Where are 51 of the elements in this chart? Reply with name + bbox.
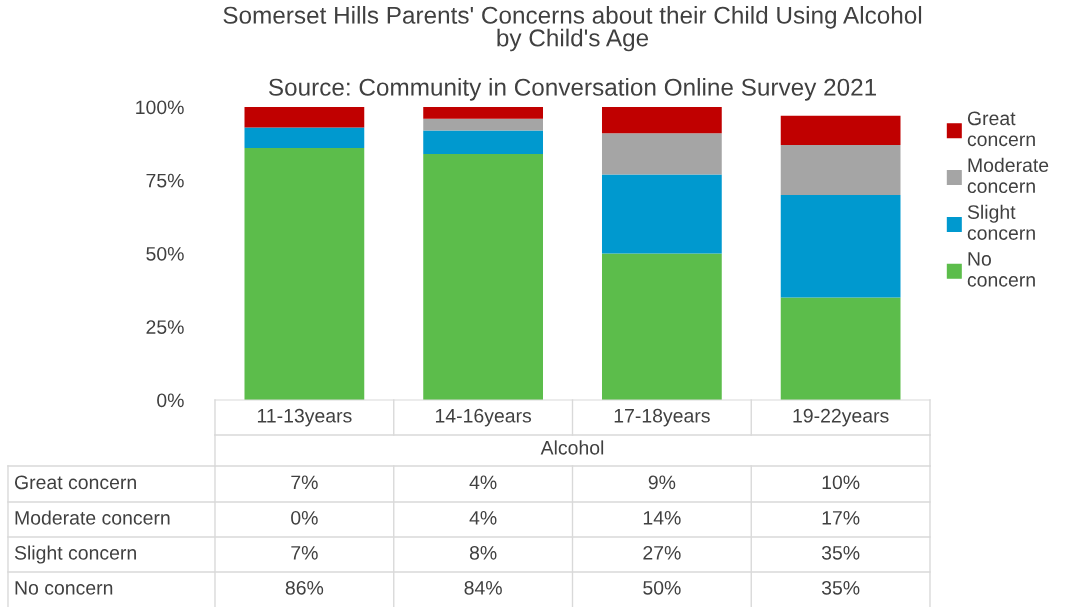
- data-label: 7%: [291, 475, 318, 490]
- bar: [780, 297, 901, 400]
- data-label: 27%: [643, 545, 681, 560]
- x-tick-label: 17-18years: [614, 408, 710, 427]
- data-label: 86%: [285, 580, 324, 595]
- bar: [780, 145, 901, 195]
- data-label: 35%: [821, 580, 860, 595]
- x-tick-label: 11-13years: [257, 408, 352, 427]
- bar: [780, 194, 901, 298]
- data-label: 4%: [469, 511, 497, 525]
- y-tick-label: 50%: [146, 246, 184, 261]
- bar: [601, 133, 722, 175]
- legend-label: Slight concern: [967, 204, 1035, 240]
- data-label: 8%: [469, 545, 497, 560]
- data-label: 4%: [469, 475, 497, 490]
- y-tick-label: 0%: [157, 393, 184, 408]
- bar: [423, 107, 544, 119]
- chart-subtitle: Source: Community in Conversation Online Survey 2021: [268, 78, 876, 101]
- data-label: 7%: [291, 546, 318, 560]
- bar: [244, 107, 365, 128]
- bar: [244, 127, 365, 149]
- bar: [423, 118, 544, 131]
- x-axis-title: Alcohol: [540, 440, 604, 455]
- x-tick-label: 14-16years: [435, 408, 532, 427]
- bar: [601, 174, 722, 254]
- text: No concern: [15, 581, 113, 595]
- x-tick-label: 19-22years: [793, 408, 889, 427]
- legend-label: No concern: [967, 252, 1035, 287]
- legend-label: Great concern: [967, 111, 1035, 147]
- data-label: 50%: [643, 580, 681, 595]
- bar: [244, 148, 365, 400]
- y-tick-label: 25%: [146, 320, 184, 334]
- y-tick-label: 100%: [136, 100, 184, 115]
- data-label: 14%: [643, 511, 681, 525]
- bar: [780, 115, 901, 146]
- text: Slight concern: [14, 545, 136, 564]
- data-label: 9%: [648, 475, 676, 490]
- data-label: 84%: [464, 580, 502, 595]
- text: Moderate concern: [15, 510, 170, 525]
- text: Great concern: [14, 475, 136, 490]
- y-tick-label: 75%: [146, 173, 184, 188]
- data-label: 35%: [821, 545, 860, 560]
- bar: [423, 153, 544, 400]
- bar: [423, 130, 544, 154]
- legend-label: Moderate concern: [967, 157, 1049, 194]
- bar: [601, 253, 722, 400]
- data-label: 17%: [822, 511, 860, 525]
- bar: [601, 107, 722, 134]
- data-label: 0%: [291, 510, 318, 525]
- data-label: 10%: [822, 475, 860, 490]
- chart-title: Somerset Hills Parents' Concerns about their Child Using Alcohol by Child's Age: [223, 6, 922, 52]
